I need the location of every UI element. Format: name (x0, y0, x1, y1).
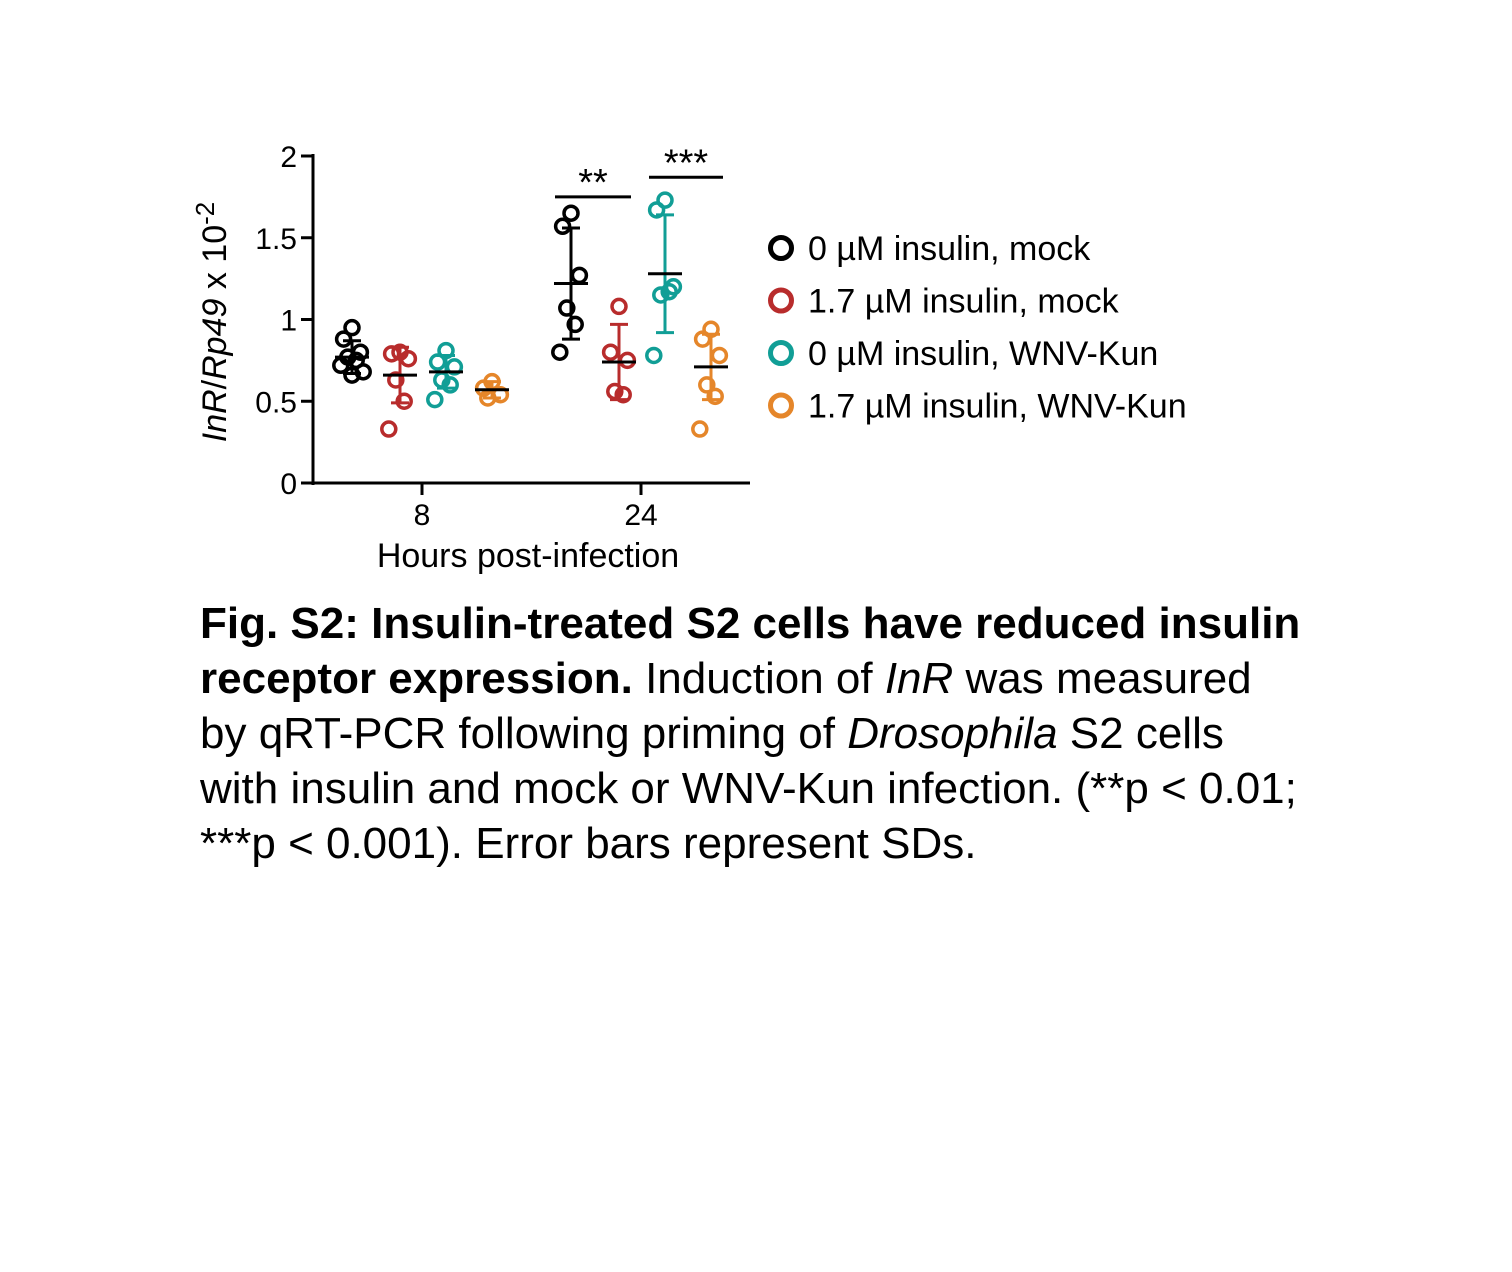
data-point (441, 376, 459, 394)
data-point (570, 266, 589, 285)
y-axis-label: InR/Rp49 x 10-2 (190, 202, 234, 443)
data-point (645, 346, 663, 365)
legend-marker (768, 235, 794, 261)
plot-marks (332, 191, 729, 438)
x-tick-label: 8 (414, 499, 431, 532)
data-point (551, 343, 569, 361)
data-point (652, 286, 670, 304)
data-point (693, 330, 712, 348)
caption-text: Induction of (632, 654, 885, 703)
y-tick-label: 0.5 (255, 386, 297, 419)
caption-text: was measured by qRT-PCR following primin… (200, 654, 1252, 758)
y-tick-label: 2 (280, 141, 297, 174)
significance-label: *** (664, 142, 709, 184)
data-point (647, 201, 666, 219)
data-point (343, 366, 361, 384)
legend-label: 1.7 µM insulin, WNV-Kun (808, 388, 1187, 426)
data-point (399, 349, 418, 368)
data-point (702, 320, 720, 339)
y-tick-label: 1 (280, 305, 297, 338)
data-point (710, 346, 729, 365)
data-point (562, 204, 580, 222)
significance-label: ** (578, 162, 608, 204)
data-point (698, 376, 716, 394)
data-point (334, 330, 353, 348)
data-point (558, 299, 576, 317)
legend-marker (768, 392, 794, 419)
x-axis-label: Hours post-infection (377, 537, 679, 575)
y-tick-label: 1.5 (255, 223, 297, 256)
data-point (395, 392, 413, 410)
data-point (618, 351, 637, 370)
x-tick-label: 24 (624, 499, 657, 532)
data-point (601, 343, 620, 361)
data-point (445, 358, 464, 376)
legend-label: 1.7 µM insulin, mock (808, 283, 1120, 321)
data-point (691, 420, 709, 438)
legend: 0 µM insulin, mock 1.7 µM insulin, mock 0 … (768, 230, 1187, 426)
legend-marker (768, 287, 794, 314)
y-axis: 0 0.5 1 1.5 2 (255, 141, 315, 501)
data-point (382, 345, 401, 363)
x-axis: 8 24 (311, 481, 750, 532)
figure-caption: Fig. S2: Insulin-treated S2 cells have r… (200, 596, 1310, 871)
y-tick-label: 0 (280, 468, 297, 501)
caption-title: Fig. S2: Insulin-treated S2 cells have r… (200, 599, 1301, 703)
data-point (474, 379, 493, 397)
legend-label: 0 µM insulin, mock (808, 230, 1091, 268)
caption-italic-species: Drosophila (847, 709, 1058, 758)
data-point (426, 390, 444, 409)
data-point (437, 341, 455, 360)
data-point (610, 297, 628, 316)
data-point (553, 217, 572, 236)
caption-text: S2 cells with insulin and mock or WNV-Ku… (200, 709, 1297, 868)
data-point (343, 318, 361, 337)
significance-annotations: ** *** (555, 142, 723, 204)
data-point (428, 353, 447, 371)
data-point (380, 420, 398, 438)
data-point (566, 315, 584, 334)
legend-label: 0 µM insulin, WNV-Kun (808, 335, 1158, 373)
legend-marker (768, 340, 794, 366)
data-point (656, 191, 674, 209)
data-point (660, 282, 678, 301)
data-point (387, 371, 405, 389)
data-point (706, 387, 724, 406)
caption-italic-gene: InR (884, 654, 954, 703)
data-point (614, 385, 632, 404)
data-point (606, 382, 624, 401)
